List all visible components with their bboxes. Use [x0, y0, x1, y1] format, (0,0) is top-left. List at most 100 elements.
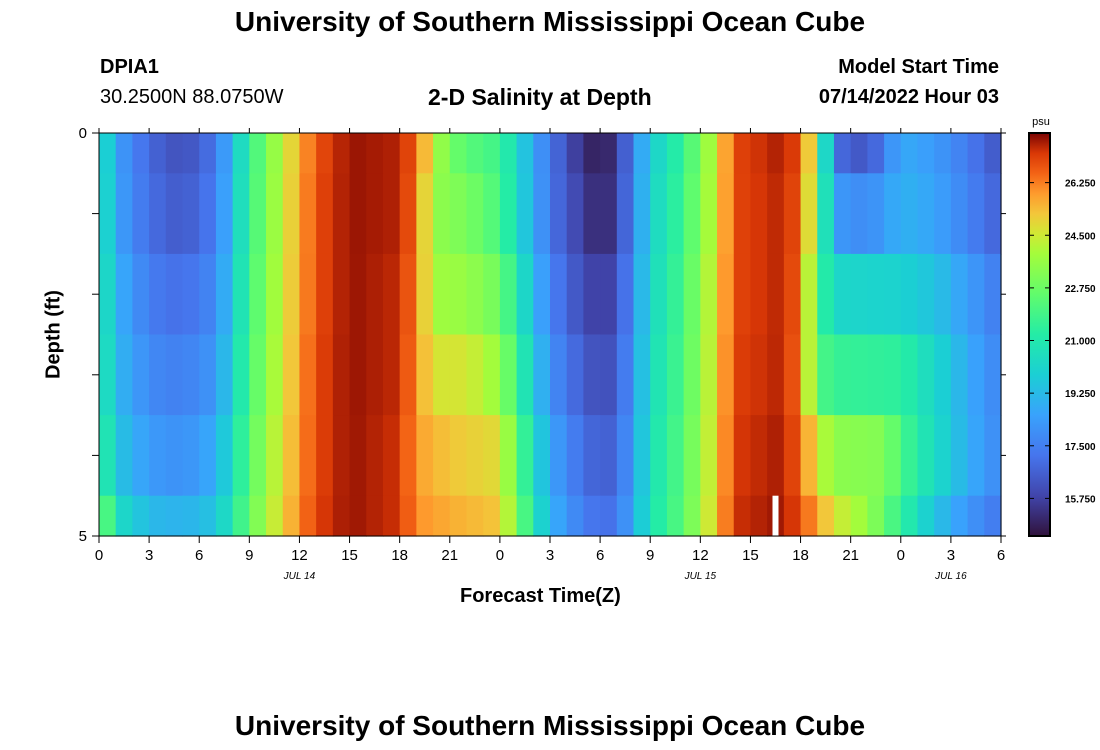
heatmap-cell: [499, 495, 518, 537]
heatmap-cell: [633, 334, 651, 416]
heatmap-cell: [316, 173, 334, 255]
heatmap-cell: [299, 253, 317, 336]
heatmap-cell: [867, 495, 885, 537]
heatmap-cell: [917, 133, 935, 174]
heatmap-cell: [232, 495, 250, 537]
heatmap-cell: [483, 133, 501, 174]
colorbar-tick-label: 17.500: [1065, 442, 1096, 453]
x-tick-label: 18: [391, 547, 408, 564]
page-title: University of Southern Mississippi Ocean…: [234, 6, 866, 37]
heatmap-cell: [650, 173, 668, 255]
x-axis: 0 3 6 9 12 15 18 21 0 3 6 9 12 15 18 21 0 3 6 JUL 14 JUL 15 J…: [95, 128, 1005, 582]
heatmap-cell: [934, 253, 952, 336]
heatmap-cell: [917, 415, 935, 497]
heatmap-cell: [199, 253, 217, 336]
heatmap-cell: [750, 415, 768, 497]
heatmap-cell: [182, 495, 200, 537]
heatmap-cell: [700, 133, 718, 174]
y-tick-label: 0: [79, 125, 87, 142]
heatmap-cell: [533, 133, 551, 174]
heatmap-cell: [533, 334, 551, 416]
heatmap-cell: [215, 495, 234, 537]
heatmap-cells: [99, 133, 1002, 537]
footer-title: University of Southern Mississippi Ocean…: [234, 710, 866, 741]
heatmap-cell: [900, 253, 919, 336]
heatmap-cell: [199, 495, 217, 537]
heatmap-cell: [867, 133, 885, 174]
heatmap-cell: [399, 133, 417, 174]
heatmap-cell: [533, 415, 551, 497]
heatmap-cell: [884, 495, 902, 537]
heatmap-cell: [366, 334, 384, 416]
heatmap-cell: [182, 253, 200, 336]
x-tick-label: 21: [441, 547, 458, 564]
heatmap-cell: [416, 253, 434, 336]
heatmap-cell: [984, 334, 1002, 416]
heatmap-cell: [566, 415, 584, 497]
heatmap-cell: [299, 334, 317, 416]
x-date-label: JUL 15: [684, 571, 717, 582]
heatmap-cell: [550, 415, 568, 497]
heatmap-cell: [416, 415, 434, 497]
heatmap-cell: [215, 253, 234, 336]
heatmap-cell: [132, 495, 150, 537]
heatmap-cell: [900, 133, 919, 174]
heatmap-cell: [550, 334, 568, 416]
heatmap-cell: [683, 415, 701, 497]
heatmap-cell: [332, 253, 351, 336]
colorbar-tick-label: 24.500: [1065, 231, 1096, 242]
x-tick-label: 21: [842, 547, 859, 564]
heatmap-cell: [399, 334, 417, 416]
heatmap-cell: [934, 495, 952, 537]
heatmap-cell: [349, 173, 367, 255]
heatmap-cell: [533, 253, 551, 336]
heatmap-cell: [967, 495, 985, 537]
heatmap-cell: [850, 253, 868, 336]
heatmap-cell: [817, 495, 835, 537]
heatmap-cell: [934, 173, 952, 255]
heatmap-cell: [232, 173, 250, 255]
heatmap-cell: [984, 253, 1002, 336]
heatmap-cell: [600, 495, 618, 537]
heatmap-cell: [382, 133, 401, 174]
heatmap-cell: [449, 415, 468, 497]
heatmap-cell: [650, 253, 668, 336]
heatmap-cell: [433, 133, 451, 174]
heatmap-cell: [783, 495, 802, 537]
heatmap-cell: [633, 495, 651, 537]
heatmap-cell: [666, 173, 685, 255]
heatmap-cell: [299, 495, 317, 537]
heatmap-cell: [783, 415, 802, 497]
heatmap-cell: [750, 334, 768, 416]
x-axis-label: Forecast Time(Z): [460, 585, 621, 607]
heatmap-cell: [382, 495, 401, 537]
heatmap-cell: [232, 253, 250, 336]
heatmap-cell: [332, 133, 351, 174]
heatmap-cell: [499, 133, 518, 174]
heatmap-cell: [917, 495, 935, 537]
heatmap-cell: [600, 173, 618, 255]
heatmap-cell: [583, 495, 601, 537]
heatmap-cell: [600, 253, 618, 336]
x-tick-label: 6: [997, 547, 1005, 564]
heatmap-cell: [516, 495, 534, 537]
heatmap-cell: [984, 415, 1002, 497]
heatmap-cell: [850, 334, 868, 416]
heatmap-cell: [99, 133, 117, 174]
heatmap-cell: [800, 253, 818, 336]
heatmap-cell: [884, 415, 902, 497]
heatmap-cell: [433, 415, 451, 497]
heatmap-cell: [583, 253, 601, 336]
heatmap-cell: [366, 253, 384, 336]
heatmap-cell: [783, 334, 802, 416]
heatmap-cell: [833, 334, 852, 416]
heatmap-cell: [299, 415, 317, 497]
chart-subtitle: 2-D Salinity at Depth: [428, 84, 652, 110]
heatmap-cell: [884, 334, 902, 416]
heatmap-cell: [900, 173, 919, 255]
heatmap-cell: [616, 334, 635, 416]
heatmap-cell: [366, 133, 384, 174]
heatmap-cell: [232, 415, 250, 497]
heatmap-cell: [382, 334, 401, 416]
heatmap-cell: [215, 415, 234, 497]
